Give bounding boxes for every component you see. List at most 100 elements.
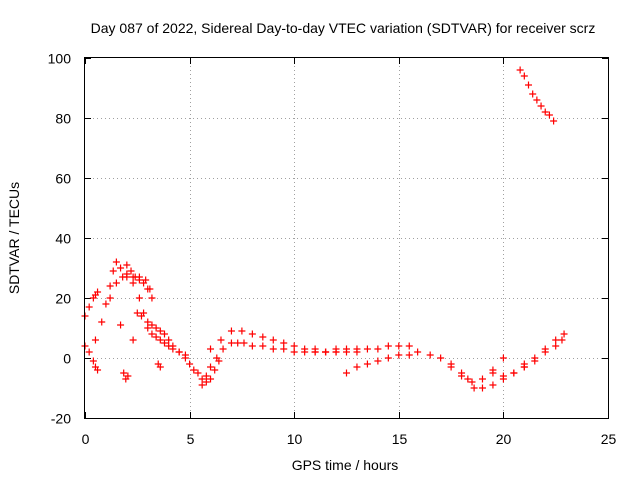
data-point: [129, 336, 137, 344]
data-point: [301, 345, 309, 353]
y-tick-label: 40: [55, 231, 71, 247]
data-point: [133, 309, 141, 317]
data-point: [322, 348, 330, 356]
data-point: [541, 345, 549, 353]
data-point: [123, 270, 131, 278]
data-point: [499, 354, 507, 362]
y-tick-label: -20: [51, 411, 71, 427]
data-point: [405, 351, 413, 359]
data-point: [560, 330, 568, 338]
data-point: [478, 375, 486, 383]
x-tick-label: 20: [496, 431, 512, 447]
data-point: [470, 384, 478, 392]
series-outliers: [117, 321, 164, 383]
data-point: [135, 276, 143, 284]
plot-frame: [84, 57, 609, 419]
data-point: [499, 372, 507, 380]
data-point: [516, 66, 524, 74]
data-point: [94, 366, 102, 374]
data-point: [489, 369, 497, 377]
data-point: [109, 267, 117, 275]
x-tick-label: 25: [601, 431, 617, 447]
data-point: [144, 285, 152, 293]
data-point: [227, 339, 235, 347]
data-point: [332, 345, 340, 353]
data-point: [363, 345, 371, 353]
data-point: [447, 363, 455, 371]
data-point: [219, 345, 227, 353]
data-point: [89, 357, 97, 365]
data-point: [152, 324, 160, 332]
data-point: [541, 108, 549, 116]
data-point: [106, 282, 114, 290]
data-point: [464, 375, 472, 383]
data-point: [374, 357, 382, 365]
data-point: [489, 381, 497, 389]
data-point: [156, 363, 164, 371]
data-point: [213, 354, 221, 362]
data-point: [552, 342, 560, 350]
data-point: [437, 354, 445, 362]
data-point: [207, 345, 215, 353]
data-point: [227, 327, 235, 335]
data-point: [552, 336, 560, 344]
x-tick-label: 0: [82, 431, 90, 447]
data-point: [106, 294, 114, 302]
data-point: [550, 117, 558, 125]
series-trace-o: [516, 66, 558, 125]
data-point: [202, 378, 210, 386]
data-point: [94, 288, 102, 296]
data-point: [137, 312, 145, 320]
data-point: [148, 330, 156, 338]
data-point: [85, 303, 93, 311]
x-tick-label: 15: [392, 431, 408, 447]
x-tick-label: 5: [187, 431, 195, 447]
data-point: [85, 348, 93, 356]
data-point: [117, 321, 125, 329]
data-point: [169, 342, 177, 350]
data-point: [531, 354, 539, 362]
data-point: [280, 339, 288, 347]
data-point: [102, 300, 110, 308]
data-point: [112, 279, 120, 287]
data-point: [165, 336, 173, 344]
data-point: [353, 363, 361, 371]
data-point: [280, 345, 288, 353]
y-tick-label: 100: [48, 51, 72, 67]
data-point: [160, 330, 168, 338]
series-trace-j: [343, 348, 422, 377]
series-trace-i: [311, 342, 413, 356]
data-point: [211, 366, 219, 374]
data-point: [426, 351, 434, 359]
data-point: [458, 372, 466, 380]
series-trace-n: [520, 330, 568, 368]
data-point: [234, 339, 242, 347]
axis-ticks: 0 5 10 15 20 25 -20 0 20 40 60 80 100: [48, 51, 617, 448]
data-point: [144, 324, 152, 332]
data-point: [117, 264, 125, 272]
x-axis-title: GPS time / hours: [292, 457, 399, 473]
data-point: [414, 348, 422, 356]
series-trace-k: [426, 351, 528, 392]
series-trace-f: [133, 309, 223, 386]
data-point: [140, 279, 148, 287]
data-point: [207, 375, 215, 383]
data-point: [545, 111, 553, 119]
data-point: [148, 321, 156, 329]
data-point: [194, 369, 202, 377]
data-point: [478, 384, 486, 392]
y-axis-title: SDTVAR / TECUs: [6, 182, 22, 294]
y-tick-label: 60: [55, 171, 71, 187]
series-trace-h: [207, 327, 340, 356]
series-trace-c: [91, 258, 154, 344]
data-point: [181, 354, 189, 362]
data-point: [119, 273, 127, 281]
data-point: [124, 372, 132, 380]
data-point: [311, 348, 319, 356]
data-point: [384, 354, 392, 362]
data-point: [202, 372, 210, 380]
series-trace-l: [447, 354, 507, 386]
data-point: [248, 330, 256, 338]
data-point: [537, 102, 545, 110]
